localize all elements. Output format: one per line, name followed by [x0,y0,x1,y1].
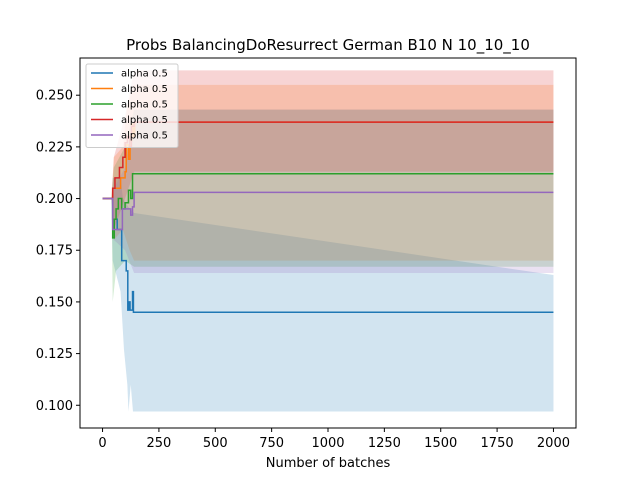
band-series-3 [102,109,554,302]
x-tick-label: 1750 [481,436,514,451]
y-tick-label: 0.100 [36,399,73,414]
band-series-1 [102,177,554,412]
legend: alpha 0.5 alpha 0.5 alpha 0.5 alpha 0.5 alph… [85,63,179,148]
x-axis: 0 250 500 750 1000 1250 1500 1750 2000 [98,428,570,451]
band-series-5 [102,109,554,273]
x-tick-label: 250 [146,436,171,451]
x-tick-label: 2000 [537,436,570,451]
band-series-4 [102,70,554,230]
chart-title: Probs BalancingDoResurrect German B10 N … [126,36,530,55]
x-tick-label: 0 [98,436,106,451]
x-tick-label: 1000 [311,436,344,451]
x-tick-label: 750 [259,436,284,451]
y-tick-label: 0.150 [36,295,73,310]
x-axis-title: Number of batches [266,456,391,471]
y-tick-label: 0.200 [36,192,73,207]
legend-label-1: alpha 0.5 [121,69,168,80]
y-tick-label: 0.125 [36,347,73,362]
legend-label-4: alpha 0.5 [121,115,168,126]
legend-box [85,63,179,148]
x-tick-label: 1500 [424,436,457,451]
legend-label-3: alpha 0.5 [121,100,168,111]
y-tick-label: 0.250 [36,89,73,104]
y-tick-label: 0.225 [36,140,73,155]
x-tick-label: 500 [203,436,228,451]
y-axis: 0.100 0.125 0.150 0.175 0.200 0.225 0.250 [36,89,80,414]
legend-label-2: alpha 0.5 [121,84,168,95]
legend-label-5: alpha 0.5 [121,131,168,142]
confidence-bands [102,70,554,412]
line-series-5 [102,191,554,231]
band-series-2 [102,84,554,261]
x-tick-label: 1250 [368,436,401,451]
line-series-3 [102,173,554,239]
y-tick-label: 0.175 [36,244,73,259]
